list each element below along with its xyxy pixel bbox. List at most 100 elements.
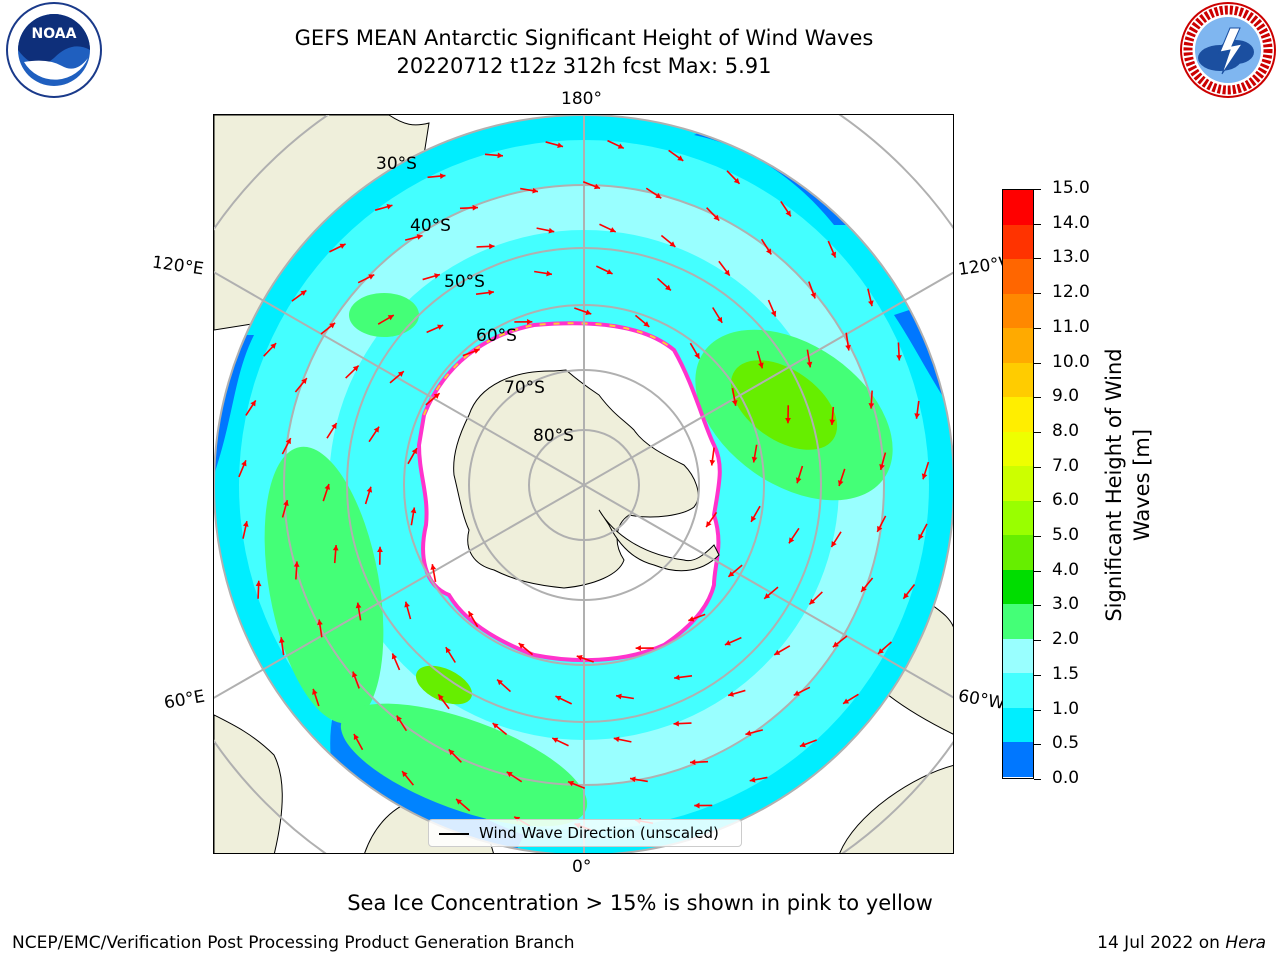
colorbar-tick-label: 1.5 (1052, 663, 1080, 684)
wave-arrow-head (250, 400, 256, 407)
wave-arrow-head (373, 426, 380, 433)
wave-arrow-head (255, 580, 262, 587)
colorbar-tick-label: 0.5 (1052, 733, 1080, 754)
graticule (214, 115, 953, 853)
wave-arrow-head (312, 688, 318, 695)
wave-arrow-head (673, 720, 679, 727)
footer-date: 14 Jul 2022 on Hera (1097, 933, 1266, 953)
wave-arrow-head (293, 561, 300, 567)
wave-arrow-head (677, 155, 684, 161)
wave-arrow-head (585, 309, 592, 315)
colorbar-tick (1034, 501, 1041, 503)
wave-arrow-head (430, 564, 437, 570)
wave-arrow-head (613, 736, 620, 743)
lat-label-30: 30°S (376, 154, 417, 174)
colorbar-tick (1034, 779, 1041, 780)
lat-label-60: 60°S (476, 326, 517, 346)
colorbar-segment (1003, 259, 1033, 295)
wave-arrow-head (903, 592, 909, 599)
wave-arrow-head (329, 322, 336, 329)
wave-arrow-head (674, 674, 680, 681)
wave-arrow-head (377, 546, 383, 553)
wave-arrow-head (283, 500, 289, 506)
wave-arrow-head (810, 292, 816, 299)
wave-arrow-head (630, 776, 636, 783)
colorbar-tick (1034, 431, 1041, 433)
wave-arrow-head (402, 771, 408, 777)
wave-arrow-head (770, 310, 777, 317)
colorbar-tick (1034, 189, 1041, 190)
wave-arrow-head (387, 315, 394, 321)
noaa-logo-text: NOAA (32, 26, 77, 42)
wave-arrow-head (576, 655, 583, 661)
wave-arrow-head (410, 507, 417, 514)
wave-arrow-head (355, 602, 362, 609)
wave-arrow-head (795, 477, 802, 484)
map-legend: Wind Wave Direction (unscaled) (428, 819, 742, 847)
wave-arrow-head (728, 571, 735, 577)
lon-label-120e: 120°E (150, 252, 205, 280)
colorbar-tick (1034, 327, 1041, 329)
wave-arrow-head (868, 403, 875, 409)
colorbar-segment (1003, 224, 1033, 260)
wave-arrow-head (788, 537, 795, 544)
wave-arrow-head (785, 417, 791, 424)
wave-arrow-head (278, 637, 285, 643)
colorbar-tick-label: 1.0 (1052, 698, 1080, 719)
wave-arrow-head (416, 234, 423, 240)
wave-arrow-head (366, 486, 373, 493)
wave-arrow-head (532, 187, 538, 194)
colorbar-segment (1003, 190, 1033, 226)
wave-arrow-head (568, 780, 574, 787)
wave-arrow-head (831, 541, 837, 548)
wave-arrow-head (845, 344, 851, 351)
wave-arrow-head (868, 300, 874, 307)
wave-arrow-head (688, 616, 695, 622)
wave-arrow-head (829, 419, 836, 425)
wave-arrow-head (352, 671, 358, 678)
colorbar-tick-label: 15.0 (1052, 178, 1090, 198)
wave-arrow-head (317, 619, 323, 626)
nws-logo (1176, 0, 1280, 104)
wave-arrow-head (896, 355, 902, 361)
colorbar (1002, 189, 1034, 779)
wave-arrow-head (837, 480, 844, 486)
wave-arrow-head (433, 393, 440, 399)
wave-arrow-head (724, 269, 730, 276)
lon-label-0: 0° (572, 857, 592, 877)
colorbar-tick (1034, 397, 1041, 399)
wave-arrow-head (437, 324, 444, 330)
colorbar-segment (1003, 638, 1033, 674)
wave-arrow-head (733, 177, 740, 184)
colorbar-segment (1003, 431, 1033, 467)
wave-arrow-head (397, 371, 404, 377)
wave-arrow-head (339, 243, 346, 249)
wave-arrow-head (843, 698, 850, 704)
colorbar-tick-label: 0.0 (1052, 768, 1080, 788)
colorbar-tick-label: 14.0 (1052, 212, 1090, 233)
colorbar-tick (1034, 466, 1041, 468)
wave-arrow-head (411, 448, 417, 455)
wave-arrow-head (391, 653, 398, 660)
wave-arrow-head (809, 598, 816, 605)
wave-arrow-head (404, 601, 410, 608)
colorbar-tick-label: 9.0 (1052, 386, 1080, 407)
legend-label: Wind Wave Direction (unscaled) (479, 824, 719, 842)
wave-arrow-head (713, 214, 720, 221)
wave-arrow-head (332, 545, 339, 551)
chart-subtitle: 20220712 t12z 312h fcst Max: 5.91 (396, 54, 772, 78)
wave-arrow-head (877, 648, 884, 654)
footer-date-text: 14 Jul 2022 on (1097, 933, 1226, 953)
wave-arrow-head (669, 241, 676, 247)
colorbar-tick-label: 5.0 (1052, 525, 1080, 546)
wave-arrow-head (643, 321, 650, 327)
colorbar-segment (1003, 362, 1033, 398)
wave-arrow-head (548, 227, 555, 234)
wave-arrow-head (793, 690, 800, 696)
wave-arrow-head (472, 204, 478, 211)
lat-label-70: 70°S (504, 378, 545, 398)
sea-ice-note: Sea Ice Concentration > 15% is shown in … (347, 891, 933, 915)
colorbar-tick-label: 10.0 (1052, 351, 1090, 372)
wave-arrow-head (352, 365, 359, 372)
wave-arrow-head (635, 645, 641, 651)
